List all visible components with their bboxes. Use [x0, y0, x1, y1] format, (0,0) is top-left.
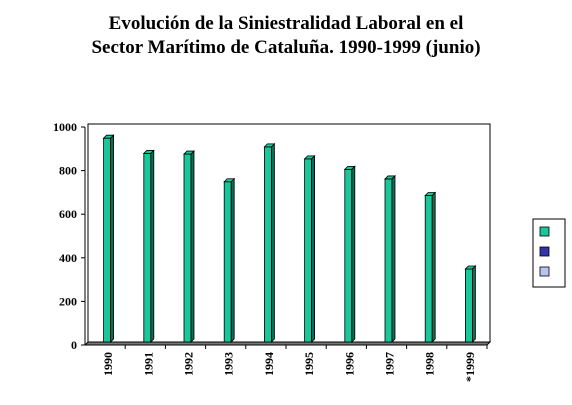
bar-front	[143, 153, 152, 343]
bar	[263, 142, 276, 343]
legend-swatch	[539, 226, 550, 237]
x-tick-label: 1997	[383, 352, 397, 376]
bar-side	[431, 191, 436, 343]
y-tick-label: 0	[71, 338, 77, 352]
bar-side	[150, 149, 155, 343]
x-tick-label: 1996	[342, 352, 356, 376]
bar-front	[384, 178, 393, 343]
bar-front	[103, 137, 111, 343]
bar	[183, 150, 195, 343]
y-tick-label: 800	[59, 164, 77, 178]
legend-swatch	[539, 246, 550, 257]
chart-title-line-1: Evolución de la Siniestralidad Laboral e…	[108, 13, 464, 34]
legend	[532, 218, 566, 288]
x-tick-label: 1993	[222, 352, 236, 376]
x-tick-label: 1994	[262, 352, 276, 376]
x-tick-label: 1990	[101, 352, 115, 376]
y-tick-label: 400	[59, 251, 77, 265]
bar	[424, 191, 437, 343]
bar	[384, 174, 396, 343]
bar-side	[471, 265, 476, 343]
floor	[83, 341, 492, 346]
x-tick-label: 1995	[302, 352, 316, 376]
x-tick-label: 1991	[141, 352, 155, 376]
bar-front	[263, 146, 272, 343]
bar-side	[190, 150, 195, 343]
chart-title-line-2: Sector Marítimo de Cataluña. 1990-1999 (…	[91, 37, 481, 58]
bar	[464, 265, 477, 343]
y-tick-label: 1000	[53, 120, 77, 134]
bars	[102, 134, 477, 343]
x-tick-label: 1992	[182, 352, 196, 376]
x-tick-labels: 1990 1991 1992 1993 1994 1995 1996 1997 1998 *199…	[101, 352, 477, 382]
axes	[81, 123, 492, 349]
bar-front	[304, 158, 313, 343]
bar-front	[424, 195, 433, 343]
bar-side	[230, 177, 235, 343]
legend-swatch	[539, 266, 550, 277]
bar-front	[464, 268, 473, 343]
bar-front	[223, 181, 232, 343]
bar-side	[391, 174, 396, 343]
bar-side	[351, 165, 356, 343]
bar	[223, 177, 236, 343]
bar	[102, 134, 115, 343]
bar-front	[183, 153, 192, 343]
bar-front	[344, 168, 353, 343]
bar	[343, 165, 356, 343]
y-tick-label: 600	[59, 207, 77, 221]
bar	[303, 154, 316, 343]
x-tick-label: 1998	[423, 352, 437, 376]
chart-title: Evolución de la Siniestralidad Laboral e…	[0, 12, 572, 60]
bar	[142, 149, 155, 343]
plot-area	[87, 123, 491, 343]
bar-side	[110, 134, 114, 343]
bar-side	[270, 142, 275, 343]
y-tick-label: 200	[59, 294, 77, 308]
x-tick-label: *1999	[463, 352, 477, 382]
y-tick-labels: 0 200 400 600 800 1000	[53, 120, 77, 352]
bar-side	[311, 154, 316, 343]
